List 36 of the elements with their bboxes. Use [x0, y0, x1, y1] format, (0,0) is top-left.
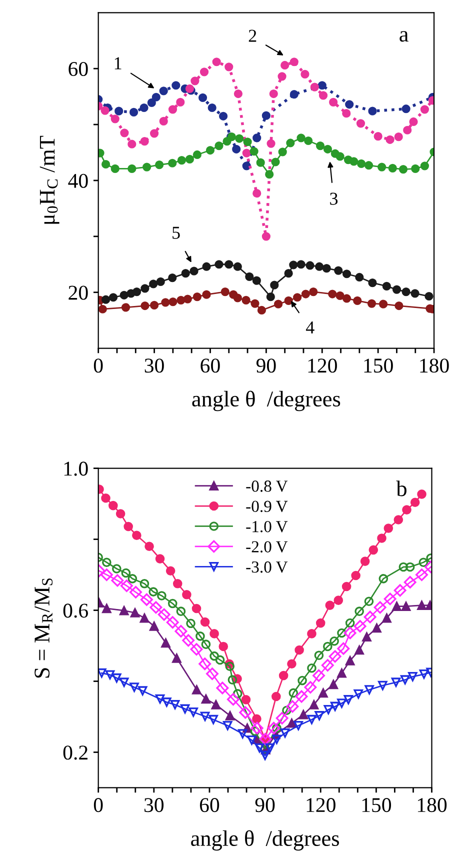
x-tick-label: 120 [308, 358, 337, 373]
annotation: b [396, 480, 406, 496]
annotation: a [400, 31, 408, 42]
x-tick-label: 180 [420, 358, 449, 373]
x-tick-label: 150 [364, 358, 393, 373]
y-tick-label: 40 [68, 174, 88, 188]
y-axis-title: μ$_{0}$H$_{C}$ /mT [40, 136, 60, 224]
y-tick-label: 0.6 [63, 604, 88, 618]
x-tick-label: 150 [362, 798, 392, 812]
x-tick-label: 30 [144, 798, 164, 812]
x-tick-label: 120 [306, 798, 336, 812]
legend-label: -0.8 V [246, 480, 288, 492]
annotation: 5 [172, 226, 180, 239]
x-tick-label: 60 [200, 358, 220, 373]
legend-label: -2.0 V [246, 541, 288, 553]
y-axis-title: S = M$_{R}$/M$_{S}$ [34, 578, 53, 678]
x-tick-label: 30 [144, 358, 164, 373]
legend-label: -1.0 V [246, 520, 288, 532]
y-tick-label: 1.0 [64, 462, 88, 476]
x-tick-label: 180 [418, 798, 447, 812]
annotation: 2 [248, 30, 256, 42]
x-tick-label: 0 [94, 798, 103, 812]
annotation: 4 [306, 322, 314, 334]
annotation: 3 [330, 192, 338, 205]
x-axis-title: angle θ /degrees [192, 390, 340, 412]
x-tick-label: 90 [256, 358, 276, 373]
x-tick-label: 60 [200, 798, 220, 812]
legend-label: -0.9 V [246, 500, 288, 512]
x-tick-label: 90 [255, 798, 275, 812]
x-axis-title: angle θ /degrees [191, 830, 339, 851]
x-tick-label: 0 [94, 358, 103, 373]
y-tick-label: 0.2 [63, 746, 88, 760]
y-tick-label: 60 [68, 62, 88, 76]
y-tick-label: 20 [68, 286, 88, 300]
annotation: 1 [114, 57, 122, 70]
legend-label: -3.0 V [246, 561, 288, 573]
